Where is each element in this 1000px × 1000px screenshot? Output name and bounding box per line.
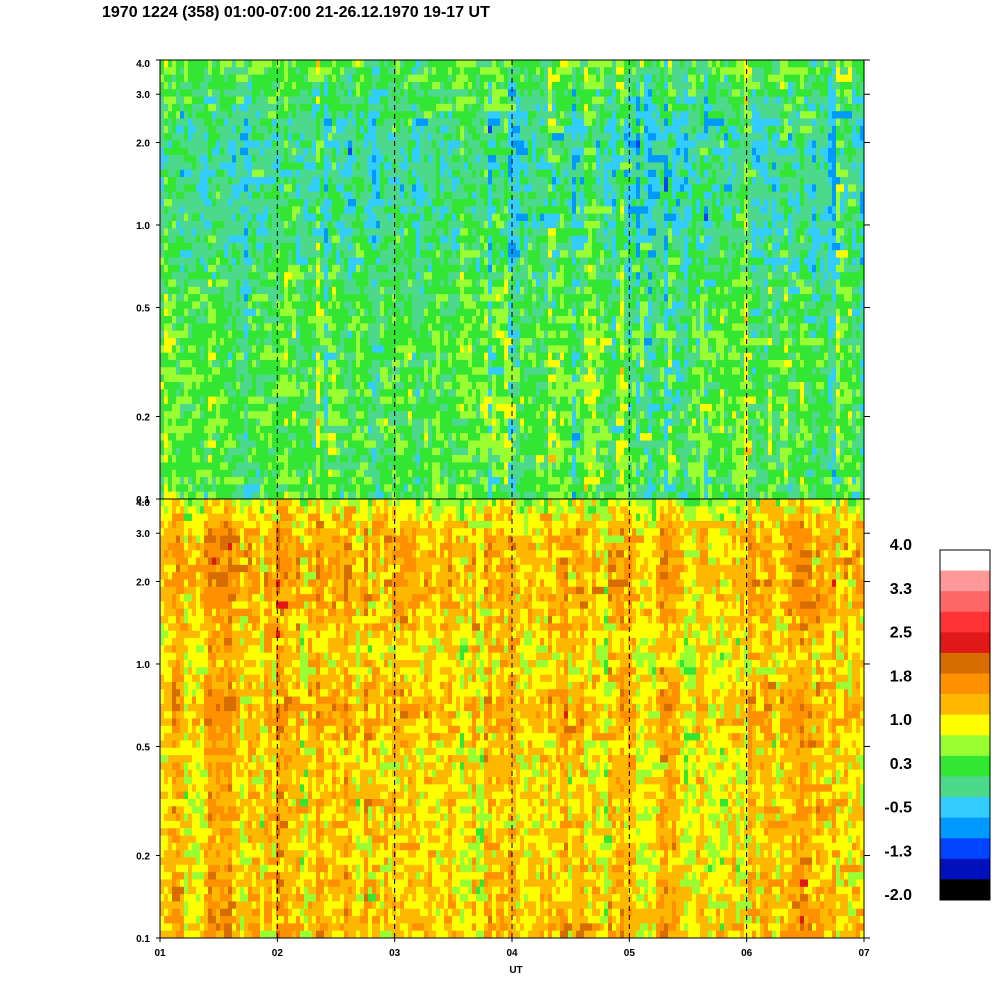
colorbar-label: -2.0 [884,887,912,904]
x-tick-label: 07 [858,948,870,959]
x-axis: 01 02 03 04 05 06 07 UT [154,938,870,976]
y-tick-label: 3.0 [136,529,150,540]
colorbar-swatch [940,776,990,798]
colorbar-swatch [940,879,990,901]
y-tick-label: 4.0 [136,498,150,509]
colorbar-label: 4.0 [890,537,912,554]
x-tick-label: 04 [506,948,518,959]
colorbar-label: -1.3 [884,843,912,860]
colorbar-swatch [940,858,990,880]
colorbar-label: 1.0 [890,712,912,729]
lower-panel-heatmap [160,499,864,938]
y-tick-label: 2.0 [136,577,150,588]
colorbar-swatch [940,570,990,592]
colorbar-label: 0.3 [890,756,912,773]
y-tick-label: 3.0 [136,90,150,101]
x-axis-label: UT [509,965,522,976]
colorbar-swatch [940,591,990,613]
colorbar-swatch [940,755,990,777]
x-tick-label: 06 [741,948,753,959]
colorbar-swatch [940,673,990,695]
y-axes: 4.03.02.01.00.50.20.14.03.02.01.00.50.20… [136,59,870,945]
colorbar-swatch [940,632,990,654]
colorbar-swatch [940,694,990,716]
y-tick-label: 0.1 [136,934,150,945]
colorbar-label: 3.3 [890,581,912,598]
colorbar-swatch [940,611,990,633]
y-tick-label: 0.5 [136,742,150,753]
day-separators [276,60,748,938]
y-tick-label: 0.1 [136,495,150,506]
y-tick-label: 1.0 [136,660,150,671]
colorbar-swatch [940,550,990,571]
colorbar-label: 1.8 [890,668,912,685]
y-tick-label: 1.0 [136,221,150,232]
x-tick-label: 05 [624,948,636,959]
y-tick-label: 4.0 [136,59,150,70]
y-tick-label: 0.2 [136,852,150,863]
colorbar-swatch [940,714,990,736]
y-tick-label: 0.5 [136,303,150,314]
colorbar-swatch [940,817,990,839]
y-tick-label: 2.0 [136,138,150,149]
y-tick-label: 0.2 [136,413,150,424]
colorbar-swatch [940,838,990,860]
x-tick-label: 02 [272,948,284,959]
colorbar-frame [939,549,991,901]
upper-panel-heatmap [160,60,864,499]
colorbar-swatch [940,735,990,757]
colorbar-label: 2.5 [890,625,912,642]
x-tick-label: 01 [154,948,166,959]
chart-title: 1970 1224 (358) 01:00-07:00 21-26.12.197… [102,4,490,21]
colorbar: 4.0 3.3 2.5 1.8 1.0 0.3 -0.5 -1.3 -2.0 [884,537,991,904]
x-tick-label: 03 [389,948,401,959]
colorbar-swatch [940,797,990,818]
colorbar-swatch [940,652,990,674]
colorbar-label: -0.5 [884,800,912,817]
